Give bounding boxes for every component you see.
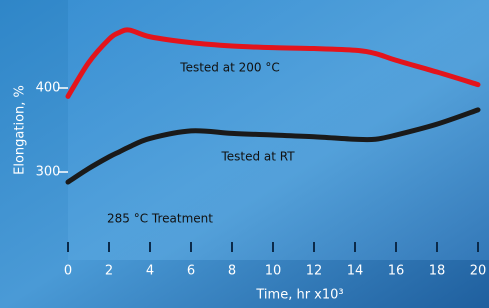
x-tick-label: 0 — [64, 264, 72, 279]
page: {"chart_data": {"type": "line", "x_label… — [0, 0, 489, 308]
x-tick-label: 10 — [265, 264, 282, 279]
x-tick-label: 12 — [306, 264, 323, 279]
x-tick-label: 6 — [187, 264, 195, 279]
x-tick-label: 14 — [347, 264, 364, 279]
y-tick-label: 400 — [36, 81, 61, 96]
x-tick-label: 16 — [388, 264, 405, 279]
annotation: 285 °C Treatment — [107, 212, 213, 226]
x-tick-label: 20 — [470, 264, 487, 279]
y-axis-label: Elongation, % — [13, 85, 28, 175]
y-tick-label: 300 — [36, 165, 61, 180]
x-tick-label: 18 — [429, 264, 446, 279]
series-label: Tested at 200 °C — [179, 61, 279, 75]
x-tick-label: 8 — [228, 264, 236, 279]
x-axis-label: Time, hr x10³ — [255, 288, 343, 303]
x-tick-label: 2 — [105, 264, 113, 279]
x-tick-label: 4 — [146, 264, 154, 279]
chart: Elongation, % Time, hr x10³ 285 °C Treat… — [0, 0, 489, 308]
series-label: Tested at RT — [220, 150, 295, 164]
